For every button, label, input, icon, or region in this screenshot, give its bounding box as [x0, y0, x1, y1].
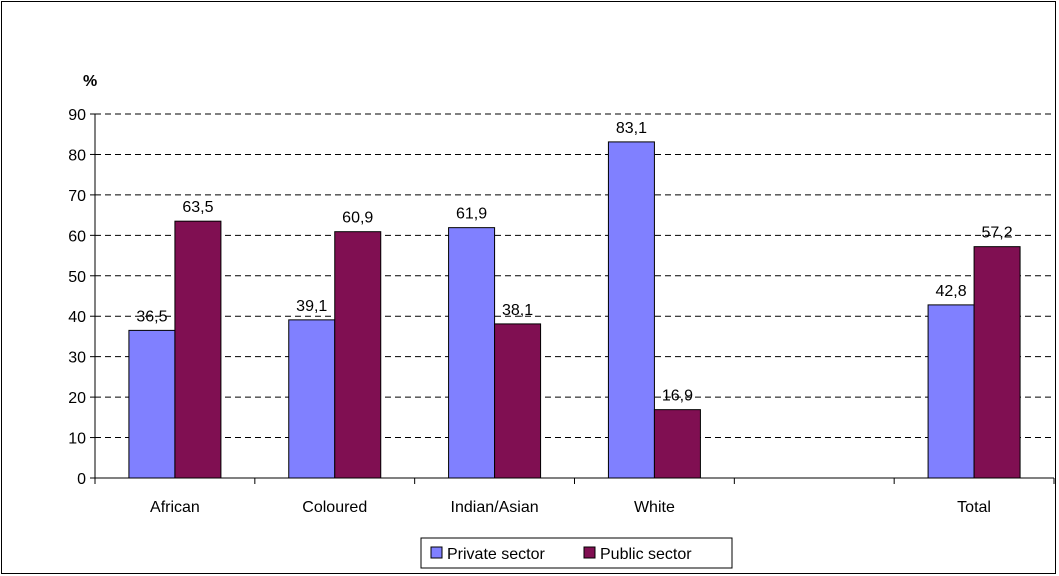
- axis-layer: 0 10 20 30 40 50 60 70 80 90 African Coloured Indian…: [68, 107, 1055, 516]
- legend: Private sector Public sector: [420, 537, 733, 569]
- y-tick-label: 30: [68, 350, 86, 367]
- y-tick-label: 40: [68, 309, 86, 326]
- bar: [334, 231, 382, 479]
- data-label: 42,8: [936, 283, 967, 300]
- bar: [448, 227, 496, 479]
- bar: [607, 141, 655, 479]
- data-label: 61,9: [456, 206, 487, 223]
- data-label: 36,5: [136, 308, 167, 325]
- bar: [927, 304, 975, 479]
- y-tick-label: 80: [68, 147, 86, 164]
- bar: [174, 220, 222, 479]
- legend-swatch: [430, 546, 443, 559]
- data-label: 83,1: [616, 120, 647, 137]
- y-axis-label: %: [83, 73, 97, 90]
- data-label: 16,9: [662, 388, 693, 405]
- y-tick-label: 70: [68, 188, 86, 205]
- legend-swatch: [583, 546, 596, 559]
- bar: [494, 323, 542, 479]
- x-tick-label: White: [634, 499, 675, 516]
- data-label: 38,1: [502, 302, 533, 319]
- y-tick-label: 60: [68, 228, 86, 245]
- bar: [973, 246, 1021, 479]
- x-tick-label: Total: [957, 499, 991, 516]
- legend-label: Private sector: [447, 546, 545, 563]
- x-tick-label: African: [150, 499, 200, 516]
- legend-label: Public sector: [600, 546, 692, 563]
- bar: [288, 319, 336, 479]
- y-tick-label: 90: [68, 107, 86, 124]
- data-label: 57,2: [982, 225, 1013, 242]
- y-tick-label: 0: [77, 471, 86, 488]
- y-tick-label: 10: [68, 431, 86, 448]
- grid-layer: [95, 113, 1054, 439]
- bar: [128, 329, 176, 479]
- bar: [653, 409, 701, 479]
- y-tick-label: 50: [68, 269, 86, 286]
- data-label: 39,1: [296, 298, 327, 315]
- legend-box: [420, 537, 733, 569]
- data-label: 60,9: [342, 210, 373, 227]
- x-tick-label: Indian/Asian: [451, 499, 539, 516]
- bars-layer: [128, 141, 1021, 479]
- data-label: 63,5: [182, 199, 213, 216]
- x-tick-label: Coloured: [302, 499, 367, 516]
- y-tick-label: 20: [68, 390, 86, 407]
- labels-layer: 36,5 63,5 39,1 60,9 61,9 38,1 83,1 16,9 42,8 57,2: [136, 120, 1012, 405]
